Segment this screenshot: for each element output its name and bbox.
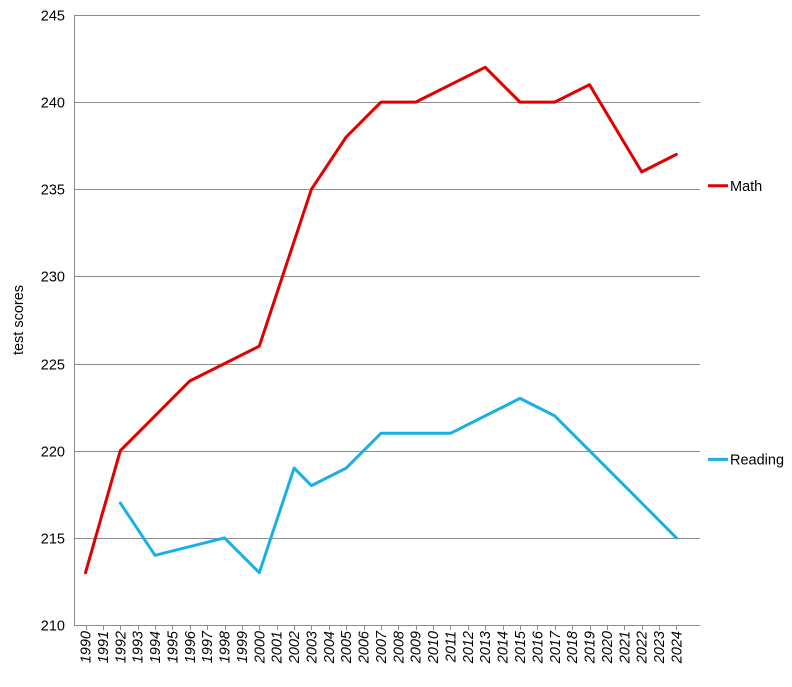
legend-item-math: Math xyxy=(708,179,762,195)
x-tick-label: 2019 xyxy=(583,631,599,664)
x-tick-label: 1990 xyxy=(79,631,95,663)
x-tick-label: 2011 xyxy=(443,631,459,663)
x-tick-label: 2002 xyxy=(287,631,303,664)
x-tick-label: 2024 xyxy=(669,631,685,664)
x-tick-label: 2016 xyxy=(530,630,546,664)
y-tick-label: 225 xyxy=(41,358,65,374)
x-tick-label: 1998 xyxy=(218,631,234,663)
y-tick-label: 240 xyxy=(41,96,65,112)
x-tick-label: 2015 xyxy=(513,630,529,664)
y-tick-label: 210 xyxy=(41,619,65,635)
x-tick-label: 1994 xyxy=(148,631,164,663)
x-tick-label: 2007 xyxy=(374,630,390,664)
x-tick-label: 1992 xyxy=(113,631,129,663)
y-tick-label: 245 xyxy=(41,9,65,25)
x-tick-label: 2014 xyxy=(496,631,512,664)
x-tick-label: 2017 xyxy=(548,630,564,664)
x-tick-label: 2023 xyxy=(652,631,668,664)
x-tick-label: 1993 xyxy=(131,631,147,663)
x-tick-label: 2022 xyxy=(635,631,651,664)
y-tick-label: 215 xyxy=(41,532,65,548)
y-tick-label: 230 xyxy=(41,270,65,286)
x-tick-label: 2008 xyxy=(391,631,407,664)
x-tick-label: 2013 xyxy=(478,631,494,664)
x-tick-label: 2018 xyxy=(565,631,581,664)
x-tick-label: 2006 xyxy=(357,630,373,664)
x-tick-label: 2009 xyxy=(409,631,425,664)
x-tick-label: 1999 xyxy=(235,631,251,663)
x-tick-label: 2000 xyxy=(252,631,268,664)
x-tick-label: 2001 xyxy=(270,631,286,664)
gridlines xyxy=(74,15,700,539)
x-tick-label: 2012 xyxy=(461,631,477,664)
x-tick-label: 2010 xyxy=(426,631,442,664)
series-lines xyxy=(84,65,678,575)
legend-label: Math xyxy=(730,179,762,195)
y-tick-label: 220 xyxy=(41,445,65,461)
x-tick-label: 1991 xyxy=(96,631,112,663)
series-line-math xyxy=(84,65,678,575)
y-axis-title: test scores xyxy=(11,285,27,355)
x-tick-label: 1997 xyxy=(200,630,216,663)
x-tick-label: 2021 xyxy=(617,631,633,664)
axes: 210 215 220 225 230 235 240 245 1990 1991 1992 1993… xyxy=(41,9,700,664)
x-tick-label: 2005 xyxy=(339,630,355,664)
x-tick-label: 2004 xyxy=(322,631,338,664)
legend: Math Reading xyxy=(708,179,784,468)
y-tick-label: 235 xyxy=(41,183,65,199)
x-tick-label: 1996 xyxy=(183,630,199,663)
legend-label: Reading xyxy=(730,452,784,468)
series-line-reading xyxy=(118,396,678,575)
x-tick-label: 2003 xyxy=(304,631,320,664)
x-tick-label: 1995 xyxy=(165,630,181,663)
x-tick-label: 2020 xyxy=(600,631,616,664)
legend-item-reading: Reading xyxy=(708,452,784,468)
